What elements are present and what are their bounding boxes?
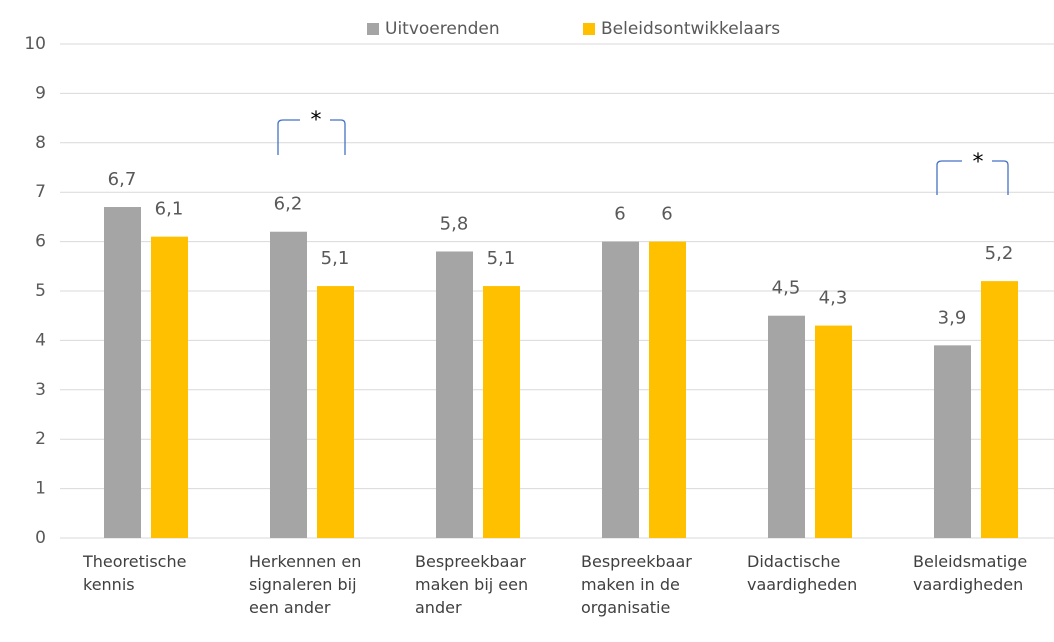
bar xyxy=(151,236,188,538)
y-tick-label: 10 xyxy=(24,34,46,54)
legend-label: Uitvoerenden xyxy=(385,19,500,39)
x-tick-label: Bespreekbaar maken in de organisatie xyxy=(581,552,692,617)
bar xyxy=(317,286,354,538)
bracket-right xyxy=(992,160,1009,195)
data-label: 6,7 xyxy=(108,169,137,190)
y-tick-label: 9 xyxy=(35,83,46,103)
annotation: * xyxy=(973,150,984,175)
y-tick-label: 5 xyxy=(35,281,46,301)
legend-swatch xyxy=(583,23,595,35)
x-tick-label: Beleidsmatige vaardigheden xyxy=(913,552,1028,594)
bar xyxy=(270,231,307,538)
data-label: 5,1 xyxy=(487,248,516,269)
bar xyxy=(602,241,639,538)
data-label: 5,8 xyxy=(440,213,469,234)
data-label: 6,2 xyxy=(274,194,303,215)
bar xyxy=(815,325,852,538)
y-tick-label: 2 xyxy=(35,429,46,449)
x-tick-label: Theoretische kennis xyxy=(83,552,187,594)
bar xyxy=(934,345,971,538)
data-label: 5,2 xyxy=(985,243,1014,264)
bracket-right xyxy=(330,119,346,155)
bar xyxy=(104,207,141,538)
legend-swatch xyxy=(367,23,379,35)
y-tick-label: 6 xyxy=(35,232,46,252)
x-tick-label: Bespreekbaar maken bij een ander xyxy=(415,552,529,617)
bar xyxy=(436,251,473,539)
y-tick-label: 0 xyxy=(35,528,46,548)
y-tick-label: 1 xyxy=(35,479,46,499)
bracket-left xyxy=(936,160,962,195)
y-tick-label: 7 xyxy=(35,182,46,202)
data-label: 4,5 xyxy=(772,278,801,299)
annotation: * xyxy=(311,108,322,133)
significance-bracket xyxy=(277,119,1009,195)
bar xyxy=(649,241,686,538)
x-tick-label: Didactische vaardigheden xyxy=(747,552,858,594)
bracket-left xyxy=(277,119,300,155)
data-label: 6 xyxy=(661,204,672,225)
bar xyxy=(768,315,805,538)
bar xyxy=(483,286,520,538)
legend-label: Beleidsontwikkelaars xyxy=(601,19,780,39)
x-tick-label: Herkennen en signaleren bij een ander xyxy=(249,552,362,617)
data-label: 6,1 xyxy=(155,199,184,220)
data-label: 3,9 xyxy=(938,307,967,328)
y-tick-label: 3 xyxy=(35,380,46,400)
data-label: 5,1 xyxy=(321,248,350,269)
y-tick-label: 8 xyxy=(35,133,46,153)
bar xyxy=(981,281,1018,538)
data-label: 6 xyxy=(614,204,625,225)
y-tick-label: 4 xyxy=(35,330,46,350)
data-label: 4,3 xyxy=(819,288,848,309)
